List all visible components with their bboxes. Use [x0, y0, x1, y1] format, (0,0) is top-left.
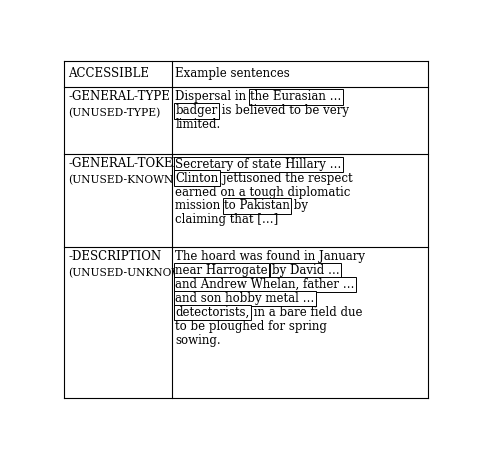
Text: -GENERAL-TYPE: -GENERAL-TYPE	[68, 90, 170, 103]
Text: to Pakistan: to Pakistan	[224, 199, 290, 212]
Text: -GENERAL-TOKEN: -GENERAL-TOKEN	[68, 158, 183, 170]
Text: mission: mission	[175, 199, 224, 212]
Text: (UNUSED-KNOWN): (UNUSED-KNOWN)	[68, 175, 178, 185]
Text: badger: badger	[175, 104, 217, 117]
Text: Secretary of state Hillary …: Secretary of state Hillary …	[175, 158, 342, 171]
Text: the Eurasian …: the Eurasian …	[250, 90, 342, 104]
Text: (UNUSED-TYPE): (UNUSED-TYPE)	[68, 108, 160, 118]
Text: limited.: limited.	[175, 118, 220, 131]
Text: near Harrogate: near Harrogate	[175, 264, 268, 277]
Text: earned on a tough diplomatic: earned on a tough diplomatic	[175, 186, 351, 198]
Text: -DESCRIPTION: -DESCRIPTION	[68, 250, 161, 263]
Text: is believed to be very: is believed to be very	[217, 104, 348, 117]
Text: to be ploughed for spring: to be ploughed for spring	[175, 320, 327, 333]
Text: jettisoned the respect: jettisoned the respect	[218, 172, 352, 185]
Text: detectorists,: detectorists,	[175, 306, 250, 319]
Text: and Andrew Whelan, father …: and Andrew Whelan, father …	[175, 278, 355, 291]
Text: Example sentences: Example sentences	[175, 67, 290, 80]
Text: by: by	[290, 199, 308, 212]
Text: (UNUSED-UNKNOWN): (UNUSED-UNKNOWN)	[68, 268, 196, 278]
Text: Clinton: Clinton	[175, 172, 218, 185]
Text: claiming that […]: claiming that […]	[175, 213, 278, 226]
Text: sowing.: sowing.	[175, 334, 221, 347]
Text: in a bare field due: in a bare field due	[250, 306, 362, 319]
Text: The hoard was found in January: The hoard was found in January	[175, 251, 365, 263]
Text: Dispersal in: Dispersal in	[175, 90, 250, 104]
Text: by David …: by David …	[272, 264, 339, 277]
Text: and son hobby metal …: and son hobby metal …	[175, 292, 315, 305]
Text: ACCESSIBLE: ACCESSIBLE	[68, 67, 149, 80]
